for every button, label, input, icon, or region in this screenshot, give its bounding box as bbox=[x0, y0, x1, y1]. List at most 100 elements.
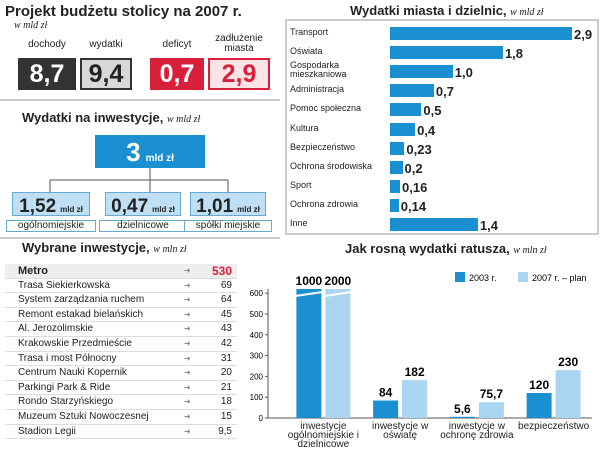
value-label: 2,9 bbox=[574, 27, 593, 42]
part-unit: mld zł bbox=[237, 205, 260, 214]
category-label: Pomoc społeczna bbox=[290, 103, 362, 114]
x-tick-label: inwestycje w ochronę zdrowia bbox=[440, 421, 514, 441]
value-label: 1,8 bbox=[504, 46, 524, 62]
arrow: ➜ bbox=[184, 353, 191, 363]
bar bbox=[390, 65, 453, 79]
part-box: 0,47 mld zł bbox=[105, 192, 181, 217]
part-value: 1,01 bbox=[196, 196, 234, 217]
part-label: spółki miejskie bbox=[184, 220, 272, 232]
bar bbox=[390, 46, 503, 60]
arrow: ➜ bbox=[184, 280, 191, 290]
y-tick-label: 600 bbox=[250, 289, 264, 298]
arrow: ➜ bbox=[184, 266, 191, 275]
chart-title: Jak rosną wydatki ratusza, w mln zł bbox=[345, 241, 547, 256]
y-tick-label: 200 bbox=[250, 372, 264, 381]
table-row bbox=[5, 381, 237, 396]
part-box: 1,01 mld zł bbox=[190, 192, 266, 217]
title: Projekt budżetu stolicy na 2007 r. bbox=[5, 3, 242, 20]
part-value: 1,52 bbox=[19, 196, 57, 217]
category-label: Gospodarka mieszkaniowa bbox=[290, 60, 347, 80]
table-cell: Centrum Nauki Kopernik bbox=[18, 367, 127, 379]
title: Jak rosną wydatki ratusza, bbox=[345, 241, 510, 256]
arrow: ➜ bbox=[184, 324, 191, 334]
value-label: 0,5 bbox=[423, 103, 442, 119]
table-cell: 43 bbox=[220, 323, 232, 335]
category-label: Ochrona zdrowia bbox=[290, 198, 359, 209]
table-cell: Al. Jerozolimskie bbox=[18, 323, 94, 335]
value-label: 230 bbox=[558, 355, 578, 369]
value-label: 0,4 bbox=[417, 122, 436, 138]
value-label: 1000 bbox=[296, 274, 323, 288]
part-unit: mld zł bbox=[152, 205, 175, 214]
bar bbox=[449, 416, 475, 418]
value-label: 75,7 bbox=[480, 387, 504, 401]
table-cell: Stadion Legii bbox=[18, 425, 76, 437]
table-cell: 45 bbox=[220, 308, 232, 320]
value-label: 0,2 bbox=[404, 160, 423, 176]
budget-label: dochody bbox=[28, 39, 66, 50]
table-cell: 18 bbox=[220, 396, 232, 408]
table-cell: Rondo Starzyńskiego bbox=[18, 396, 114, 408]
table-cell: 530 bbox=[211, 264, 232, 278]
part-unit: mld zł bbox=[60, 205, 83, 214]
bar bbox=[390, 141, 405, 155]
x-tick-label: inwestycje ogólnomiejskie i dzielnicowe bbox=[287, 421, 359, 450]
table-row bbox=[5, 395, 237, 410]
table-row bbox=[5, 264, 237, 279]
y-tick-label: 300 bbox=[250, 352, 264, 361]
table-cell: 15 bbox=[220, 411, 232, 422]
table-cell: Trasa Siekierkowska bbox=[18, 279, 110, 291]
bar bbox=[555, 370, 581, 418]
arrow: ➜ bbox=[184, 382, 191, 392]
table-cell: System zarządzania ruchem bbox=[18, 294, 145, 306]
table-cell: 21 bbox=[220, 381, 232, 393]
arrow: ➜ bbox=[184, 397, 191, 407]
category-label: Sport bbox=[290, 179, 312, 190]
category-label: Bezpieczeństwo bbox=[290, 141, 356, 152]
table-cell: 31 bbox=[220, 352, 232, 364]
budget-value: 2,9 bbox=[208, 58, 270, 90]
arrow: ➜ bbox=[184, 412, 191, 421]
table-row bbox=[5, 366, 237, 381]
table-cell: 42 bbox=[220, 338, 232, 349]
value-label: 1,4 bbox=[479, 218, 498, 233]
budget-label: deficyt bbox=[162, 39, 192, 50]
category-label: Administracja bbox=[290, 84, 345, 95]
bar bbox=[390, 122, 416, 136]
arrow: ➜ bbox=[184, 368, 191, 378]
total-unit: mld zł bbox=[145, 153, 174, 164]
x-tick-label: inwestycje w oświatę bbox=[372, 421, 429, 441]
value-label: 0,16 bbox=[402, 179, 428, 195]
value-label: 5,6 bbox=[454, 402, 471, 416]
title: Wybrane inwestycje, bbox=[22, 240, 150, 255]
table-cell: Krakowskie Przedmieście bbox=[18, 338, 132, 349]
unit: w mld zł bbox=[14, 20, 48, 31]
section-title: Wydatki na inwestycje, w mld zł bbox=[22, 110, 200, 125]
axis-break bbox=[295, 291, 323, 297]
x-tick-label: bezpieczeństwo bbox=[518, 421, 590, 432]
unit: w mld zł bbox=[167, 114, 201, 125]
category-label: Kultura bbox=[290, 122, 319, 133]
value-label: 0,23 bbox=[406, 141, 432, 157]
table-cell: 69 bbox=[220, 279, 232, 291]
value-label: 120 bbox=[529, 378, 549, 392]
table-row bbox=[5, 425, 237, 440]
value-label: 0,14 bbox=[400, 198, 427, 214]
y-tick-label: 0 bbox=[259, 414, 264, 423]
value-label: 1,0 bbox=[454, 65, 473, 81]
bar bbox=[390, 179, 401, 193]
part-label: ogólnomiejskie bbox=[6, 220, 96, 232]
table-row bbox=[5, 410, 237, 425]
value-label: 0,7 bbox=[435, 84, 454, 100]
table-row bbox=[5, 279, 237, 294]
table-row bbox=[5, 337, 237, 352]
part-label: dzielnicowe bbox=[99, 220, 187, 232]
table-cell: 64 bbox=[220, 294, 232, 306]
category-label: Transport bbox=[290, 27, 329, 37]
bar bbox=[390, 198, 399, 212]
bar bbox=[373, 400, 399, 418]
bar bbox=[526, 393, 552, 418]
arrow: ➜ bbox=[184, 309, 191, 319]
